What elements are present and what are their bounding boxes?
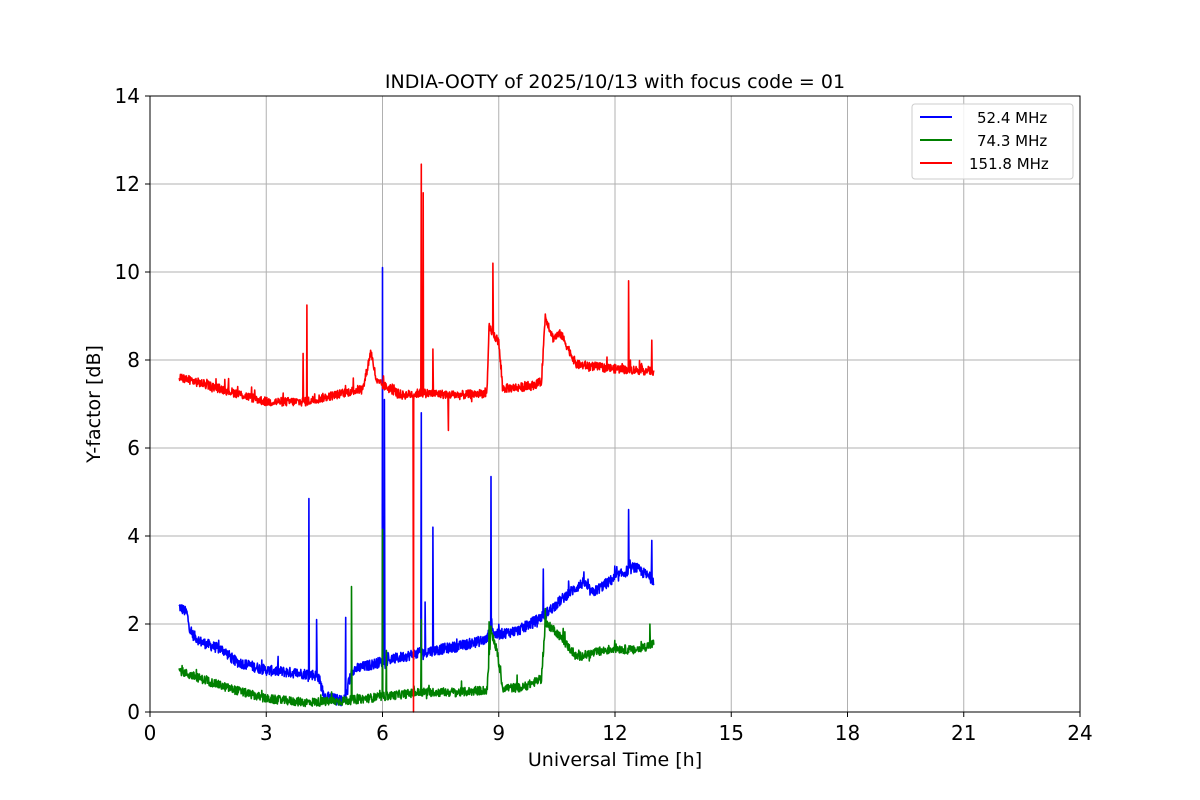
- y-axis-label: Y-factor [dB]: [83, 345, 105, 464]
- x-tick-label: 9: [492, 721, 505, 745]
- legend-box: [911, 103, 1074, 180]
- chart-title: INDIA-OOTY of 2025/10/13 with focus code…: [385, 71, 845, 93]
- y-tick-label: 10: [115, 260, 140, 284]
- legend-label-151-8: 151.8 MHz: [969, 155, 1049, 173]
- y-tick-label: 14: [115, 84, 140, 108]
- series-line-151-8-mhz: [178, 163, 655, 713]
- x-tick-label: 21: [951, 721, 976, 745]
- x-tick-label: 18: [835, 721, 860, 745]
- y-tick-label: 2: [127, 612, 140, 636]
- y-tick-label: 12: [115, 172, 140, 196]
- series-line-74-3-mhz: [178, 528, 655, 708]
- legend-label-52-4: 52.4 MHz: [977, 109, 1047, 127]
- series-line-52-4-mhz: [178, 266, 655, 707]
- x-tick-label: 6: [376, 721, 389, 745]
- x-tick-label: 3: [260, 721, 273, 745]
- x-tick-label: 0: [144, 721, 157, 745]
- y-tick-label: 6: [127, 436, 140, 460]
- x-tick-label: 12: [602, 721, 627, 745]
- y-tick-label: 4: [127, 524, 140, 548]
- x-tick-label: 24: [1067, 721, 1092, 745]
- legend-label-74-3: 74.3 MHz: [977, 132, 1047, 150]
- y-tick-label: 0: [127, 700, 140, 724]
- y-tick-label: 8: [127, 348, 140, 372]
- series-layer: [178, 163, 655, 713]
- x-tick-label: 15: [719, 721, 744, 745]
- x-axis-label: Universal Time [h]: [528, 749, 702, 771]
- legend: 52.4 MHz 74.3 MHz 151.8 MHz: [911, 103, 1074, 180]
